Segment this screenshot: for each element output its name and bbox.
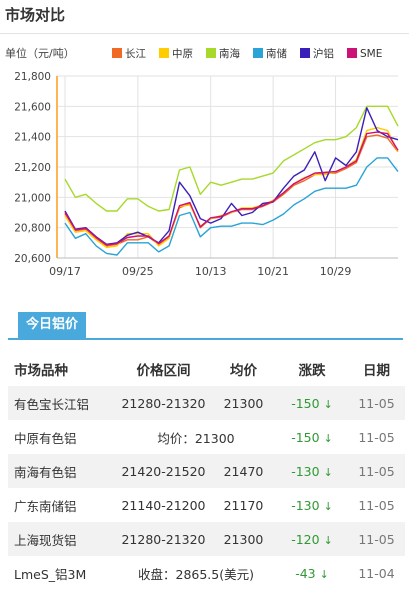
table-row[interactable]: 上海现货铝 21280-21320 21300 -120 ↓ 11-05 — [8, 522, 405, 556]
col-header-range: 价格区间 — [136, 363, 191, 379]
series-line-4 — [64, 107, 399, 246]
price-change: -130 ↓ — [276, 488, 348, 522]
avg-price: 21470 — [223, 463, 264, 479]
series-line-2 — [64, 105, 399, 212]
col-header-avg: 均价 — [230, 363, 257, 379]
price-change: -120 ↓ — [276, 522, 348, 556]
x-tick-label-3: 10/21 — [257, 265, 289, 278]
header-divider — [0, 33, 409, 34]
arrow-down-icon: ↓ — [323, 397, 333, 411]
date: 11-05 — [358, 395, 395, 411]
y-axis-label: 单位（元/吨） — [5, 46, 75, 60]
y-tick-label-5: 21,600 — [14, 101, 51, 113]
table-row[interactable]: 有色宝长江铝 21280-21320 21300 -150 ↓ 11-05 — [8, 386, 405, 420]
legend-swatch-4 — [300, 48, 310, 58]
market-name[interactable]: LmeS_铝3M — [14, 566, 87, 582]
table-row[interactable]: 广东南储铝 21140-21200 21170 -130 ↓ 11-05 — [8, 488, 405, 522]
price-line-chart: 单位（元/吨） 长江 中原 南海 南储 沪铝 SME 20,600 20,800 21,000 21… — [5, 46, 399, 278]
x-tick-label-1: 09/25 — [122, 265, 154, 278]
price-range: 21420-21520 — [121, 463, 206, 479]
x-tick-label-2: 10/13 — [195, 265, 227, 278]
legend-swatch-1 — [159, 48, 169, 58]
date: 11-05 — [358, 497, 395, 513]
market-name[interactable]: 广东南储铝 — [14, 498, 77, 514]
y-tick-label-4: 21,400 — [14, 132, 51, 144]
y-tick-label-3: 21,200 — [14, 162, 51, 174]
legend-swatch-3 — [253, 48, 263, 58]
change-value: -150 — [291, 429, 320, 445]
legend-label-1: 中原 — [172, 47, 193, 60]
legend-swatch-0 — [112, 48, 122, 58]
series-line-5 — [64, 131, 399, 246]
close-price-merged: 收盘：2865.5(美元) — [138, 566, 254, 582]
table-header-row: 市场品种 价格区间 均价 涨跌 日期 — [8, 352, 405, 386]
y-tick-label-6: 21,800 — [14, 71, 51, 83]
tab-bar: 今日铝价 — [8, 312, 403, 340]
change-value: -130 — [291, 463, 320, 479]
date: 11-05 — [358, 463, 395, 479]
page-header: 市场对比 — [0, 0, 409, 34]
change-value: -130 — [291, 497, 320, 513]
series-line-0 — [64, 134, 399, 247]
legend-label-0: 长江 — [125, 48, 146, 60]
table-row[interactable]: 南海有色铝 21420-21520 21470 -130 ↓ 11-05 — [8, 454, 405, 488]
arrow-down-icon: ↓ — [319, 567, 329, 581]
legend-label-2: 南海 — [219, 47, 240, 60]
arrow-down-icon: ↓ — [323, 533, 333, 547]
col-header-date: 日期 — [363, 363, 390, 379]
price-change: -43 ↓ — [276, 556, 348, 590]
market-name[interactable]: 南海有色铝 — [14, 464, 77, 480]
y-tick-label-0: 20,600 — [14, 253, 51, 265]
arrow-down-icon: ↓ — [323, 499, 333, 513]
avg-price: 21300 — [223, 395, 264, 411]
legend-label-3: 南储 — [266, 47, 287, 60]
price-range: 21280-21320 — [121, 531, 206, 547]
x-tick-label-0: 09/17 — [49, 265, 81, 278]
y-tick-label-1: 20,800 — [14, 223, 51, 235]
legend-label-4: 沪铝 — [313, 47, 334, 60]
market-name[interactable]: 上海现货铝 — [14, 532, 77, 548]
legend-swatch-2 — [206, 48, 216, 58]
price-range: 21140-21200 — [121, 497, 206, 513]
price-range: 21280-21320 — [121, 395, 206, 411]
avg-price: 21300 — [223, 531, 264, 547]
price-change: -130 ↓ — [276, 454, 348, 488]
arrow-down-icon: ↓ — [323, 465, 333, 479]
page-title: 市场对比 — [5, 6, 66, 24]
date: 11-05 — [358, 429, 395, 445]
col-header-change: 涨跌 — [298, 363, 326, 379]
change-value: -120 — [291, 531, 320, 547]
table-row[interactable]: LmeS_铝3M 收盘：2865.5(美元) -43 ↓ 11-04 — [8, 556, 405, 590]
x-tick-label-4: 10/29 — [320, 265, 352, 278]
change-value: -43 — [295, 565, 316, 581]
col-header-market: 市场品种 — [14, 363, 68, 379]
change-value: -150 — [291, 395, 320, 411]
price-table: 市场品种 价格区间 均价 涨跌 日期 有色宝长江铝 21280-21320 21… — [8, 352, 405, 590]
tab-today-aluminum-price[interactable]: 今日铝价 — [18, 312, 87, 338]
market-name[interactable]: 有色宝长江铝 — [14, 396, 90, 412]
avg-price: 21170 — [223, 497, 264, 513]
price-change: -150 ↓ — [276, 420, 348, 454]
avg-price-merged: 均价：21300 — [157, 430, 235, 446]
table-row[interactable]: 中原有色铝 均价：21300 -150 ↓ 11-05 — [8, 420, 405, 454]
series-line-3 — [64, 157, 399, 256]
arrow-down-icon: ↓ — [323, 431, 333, 445]
legend-swatch-5 — [347, 48, 357, 58]
price-change: -150 ↓ — [276, 386, 348, 420]
y-tick-label-2: 21,000 — [14, 192, 51, 204]
legend-label-5: SME — [360, 48, 382, 60]
date: 11-04 — [358, 565, 395, 581]
date: 11-05 — [358, 531, 395, 547]
market-name[interactable]: 中原有色铝 — [14, 430, 77, 446]
